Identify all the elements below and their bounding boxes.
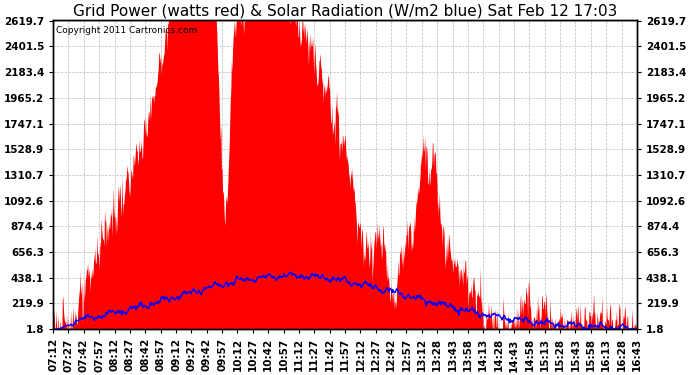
Title: Grid Power (watts red) & Solar Radiation (W/m2 blue) Sat Feb 12 17:03: Grid Power (watts red) & Solar Radiation… bbox=[73, 3, 617, 18]
Text: Copyright 2011 Cartronics.com: Copyright 2011 Cartronics.com bbox=[56, 26, 197, 35]
